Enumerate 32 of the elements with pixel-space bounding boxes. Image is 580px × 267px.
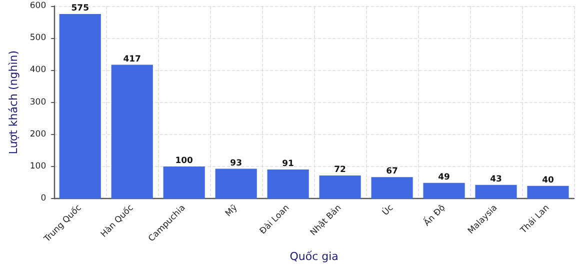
x-tick-label: Mỹ (224, 203, 240, 219)
data-label: 49 (438, 172, 450, 182)
data-label: 93 (230, 158, 242, 168)
y-tick-label: 600 (30, 1, 46, 11)
data-label: 67 (386, 166, 398, 177)
bar (319, 176, 361, 199)
x-axis-title: Quốc gia (290, 250, 338, 263)
data-label: 417 (123, 54, 142, 64)
data-label: 91 (282, 158, 294, 169)
data-label: 72 (334, 165, 346, 176)
y-axis-title: Lượt khách (nghìn) (7, 50, 20, 154)
bar (527, 186, 569, 199)
bar (111, 64, 153, 199)
data-label: 43 (490, 174, 502, 184)
data-label: 40 (542, 175, 554, 186)
bar (475, 184, 517, 199)
bar (267, 169, 309, 199)
data-label: 100 (175, 156, 194, 166)
bar (59, 14, 101, 199)
bar (423, 182, 465, 199)
y-tick-label: 300 (30, 97, 46, 108)
bar (215, 168, 257, 199)
bar (371, 177, 413, 199)
x-tick-label: Úc (380, 202, 396, 218)
y-tick-label: 500 (30, 33, 46, 44)
x-tick-label: Ấn Độ (420, 202, 448, 228)
data-label: 575 (71, 4, 90, 14)
y-tick-label: 200 (30, 129, 46, 140)
bar (163, 166, 205, 199)
y-tick-label: 0 (40, 194, 46, 204)
y-tick-label: 100 (30, 162, 46, 172)
y-tick-label: 400 (30, 65, 46, 76)
